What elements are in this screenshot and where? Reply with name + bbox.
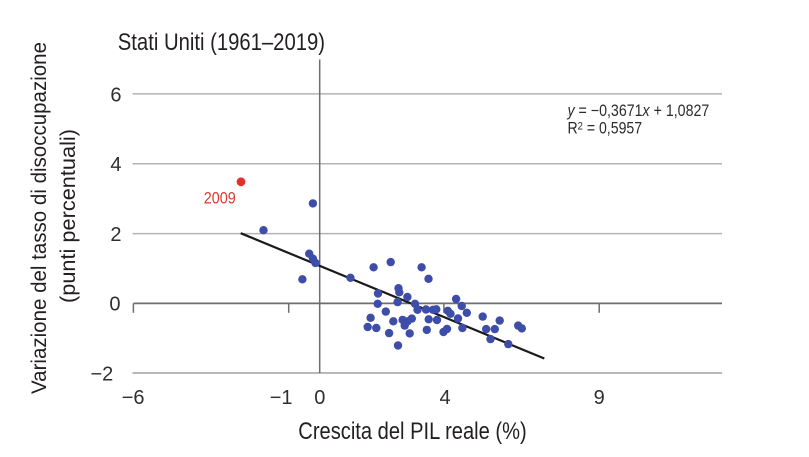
svg-text:−1: −1 bbox=[270, 387, 293, 409]
svg-text:y = −0,3671x + 1,0827: y = −0,3671x + 1,0827 bbox=[567, 102, 710, 120]
svg-text:9: 9 bbox=[594, 387, 605, 409]
svg-text:6: 6 bbox=[110, 85, 121, 107]
svg-text:(punti percentuali): (punti percentuali) bbox=[56, 129, 80, 303]
svg-text:Variazione del tasso di disocc: Variazione del tasso di disoccupazione bbox=[27, 42, 51, 394]
svg-text:0: 0 bbox=[314, 387, 325, 409]
svg-text:4: 4 bbox=[110, 154, 121, 176]
svg-text:Crescita del PIL reale (%): Crescita del PIL reale (%) bbox=[298, 418, 526, 445]
svg-text:−6: −6 bbox=[122, 387, 145, 409]
svg-text:2009: 2009 bbox=[204, 190, 236, 208]
svg-text:4: 4 bbox=[439, 387, 450, 409]
svg-text:−2: −2 bbox=[90, 364, 113, 386]
svg-text:Stati Uniti (1961–2019): Stati Uniti (1961–2019) bbox=[118, 29, 325, 56]
svg-text:R2 = 0,5957: R2 = 0,5957 bbox=[568, 120, 643, 138]
svg-text:0: 0 bbox=[109, 294, 120, 316]
svg-text:2: 2 bbox=[110, 224, 121, 246]
